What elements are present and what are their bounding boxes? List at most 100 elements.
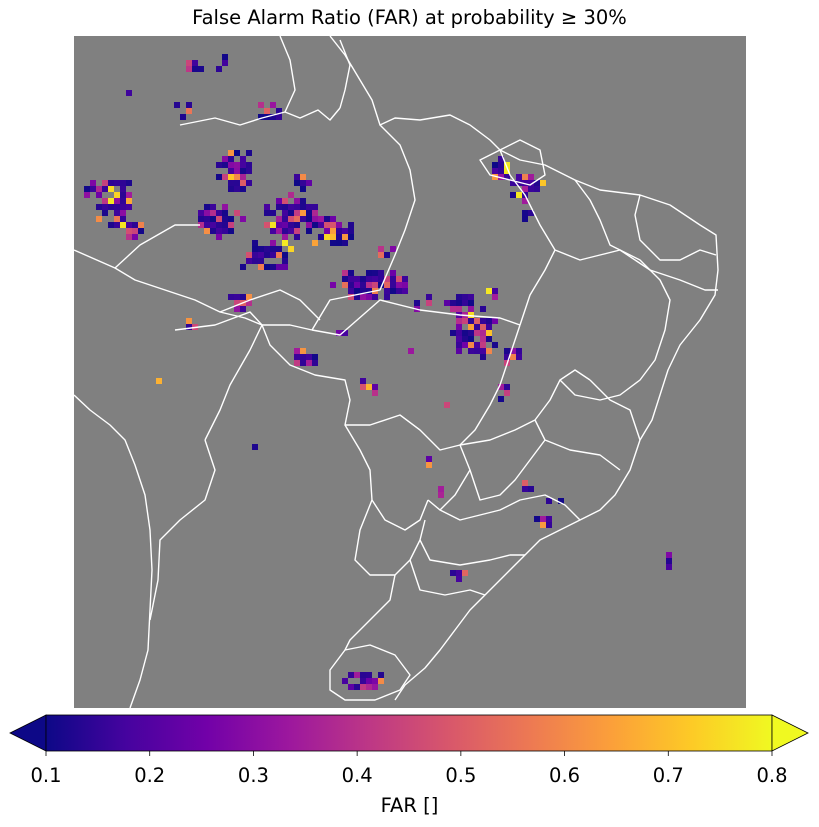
- far-cell: [222, 60, 228, 66]
- colorbar-label: FAR []: [380, 794, 439, 817]
- far-cells: [84, 54, 672, 690]
- far-cell: [306, 228, 312, 234]
- far-cell: [126, 234, 132, 240]
- far-cell: [486, 318, 492, 324]
- far-cell: [282, 210, 288, 216]
- far-cell: [228, 156, 234, 162]
- far-cell: [468, 300, 474, 306]
- far-cell: [270, 240, 276, 246]
- far-cell: [456, 336, 462, 342]
- far-cell: [360, 288, 366, 294]
- far-cell: [198, 216, 204, 222]
- far-cell: [546, 516, 552, 522]
- far-cell: [96, 216, 102, 222]
- far-cell: [360, 378, 366, 384]
- far-cell: [234, 186, 240, 192]
- far-cell: [480, 354, 486, 360]
- far-cell: [246, 294, 252, 300]
- far-cell: [84, 186, 90, 192]
- far-cell: [348, 276, 354, 282]
- far-cell: [462, 330, 468, 336]
- far-cell: [330, 234, 336, 240]
- far-cell: [348, 282, 354, 288]
- far-cell: [360, 276, 366, 282]
- far-cell: [492, 288, 498, 294]
- far-cell: [264, 108, 270, 114]
- far-cell: [486, 288, 492, 294]
- far-cell: [102, 198, 108, 204]
- far-cell: [240, 306, 246, 312]
- far-cell: [306, 180, 312, 186]
- state-piaui-ceara: [574, 179, 717, 261]
- far-cell: [288, 228, 294, 234]
- far-cell: [222, 216, 228, 222]
- far-cell: [186, 66, 192, 72]
- far-cell: [270, 252, 276, 258]
- far-cell: [426, 456, 432, 462]
- colorbar-tick-label: 0.4: [341, 764, 373, 787]
- far-cell: [522, 180, 528, 186]
- far-cell: [528, 174, 534, 180]
- far-cell: [378, 276, 384, 282]
- far-cell: [270, 228, 276, 234]
- far-cell: [540, 180, 546, 186]
- far-cell: [498, 384, 504, 390]
- far-cell: [492, 162, 498, 168]
- map-title: False Alarm Ratio (FAR) at probability ≥…: [192, 6, 627, 29]
- far-cell: [384, 252, 390, 258]
- far-cell: [504, 354, 510, 360]
- far-cell: [336, 222, 342, 228]
- far-cell: [384, 288, 390, 294]
- far-cell: [516, 354, 522, 360]
- far-cell: [306, 222, 312, 228]
- far-cell: [426, 462, 432, 468]
- far-cell: [90, 180, 96, 186]
- far-cell: [528, 210, 534, 216]
- far-cell: [426, 300, 432, 306]
- far-cell: [198, 210, 204, 216]
- far-cell: [138, 222, 144, 228]
- far-cell: [102, 186, 108, 192]
- far-cell: [318, 216, 324, 222]
- far-cell: [120, 198, 126, 204]
- far-cell: [390, 276, 396, 282]
- far-cell: [114, 216, 120, 222]
- far-cell: [228, 174, 234, 180]
- far-cell: [336, 234, 342, 240]
- country-state-borders: [74, 36, 719, 708]
- far-cell: [534, 180, 540, 186]
- far-cell: [468, 348, 474, 354]
- far-cell: [348, 228, 354, 234]
- far-cell: [462, 294, 468, 300]
- far-cell: [108, 204, 114, 210]
- far-cell: [372, 282, 378, 288]
- far-cell: [384, 294, 390, 300]
- far-cell: [378, 252, 384, 258]
- far-cell: [186, 102, 192, 108]
- far-cell: [252, 240, 258, 246]
- far-cell: [108, 186, 114, 192]
- far-cell: [456, 576, 462, 582]
- far-cell: [108, 180, 114, 186]
- far-cell: [294, 174, 300, 180]
- far-cell: [240, 216, 246, 222]
- far-cell: [342, 228, 348, 234]
- far-cell: [450, 570, 456, 576]
- far-cell: [510, 192, 516, 198]
- far-cell: [120, 192, 126, 198]
- far-cell: [402, 276, 408, 282]
- far-cell: [186, 318, 192, 324]
- far-cell: [234, 294, 240, 300]
- far-cell: [270, 210, 276, 216]
- far-cell: [468, 294, 474, 300]
- far-cell: [546, 498, 552, 504]
- far-cell: [294, 360, 300, 366]
- far-cell: [366, 684, 372, 690]
- far-cell: [246, 150, 252, 156]
- far-cell: [264, 210, 270, 216]
- far-cell: [270, 222, 276, 228]
- far-cell: [114, 180, 120, 186]
- far-cell: [222, 204, 228, 210]
- far-cell: [276, 228, 282, 234]
- far-cell: [126, 222, 132, 228]
